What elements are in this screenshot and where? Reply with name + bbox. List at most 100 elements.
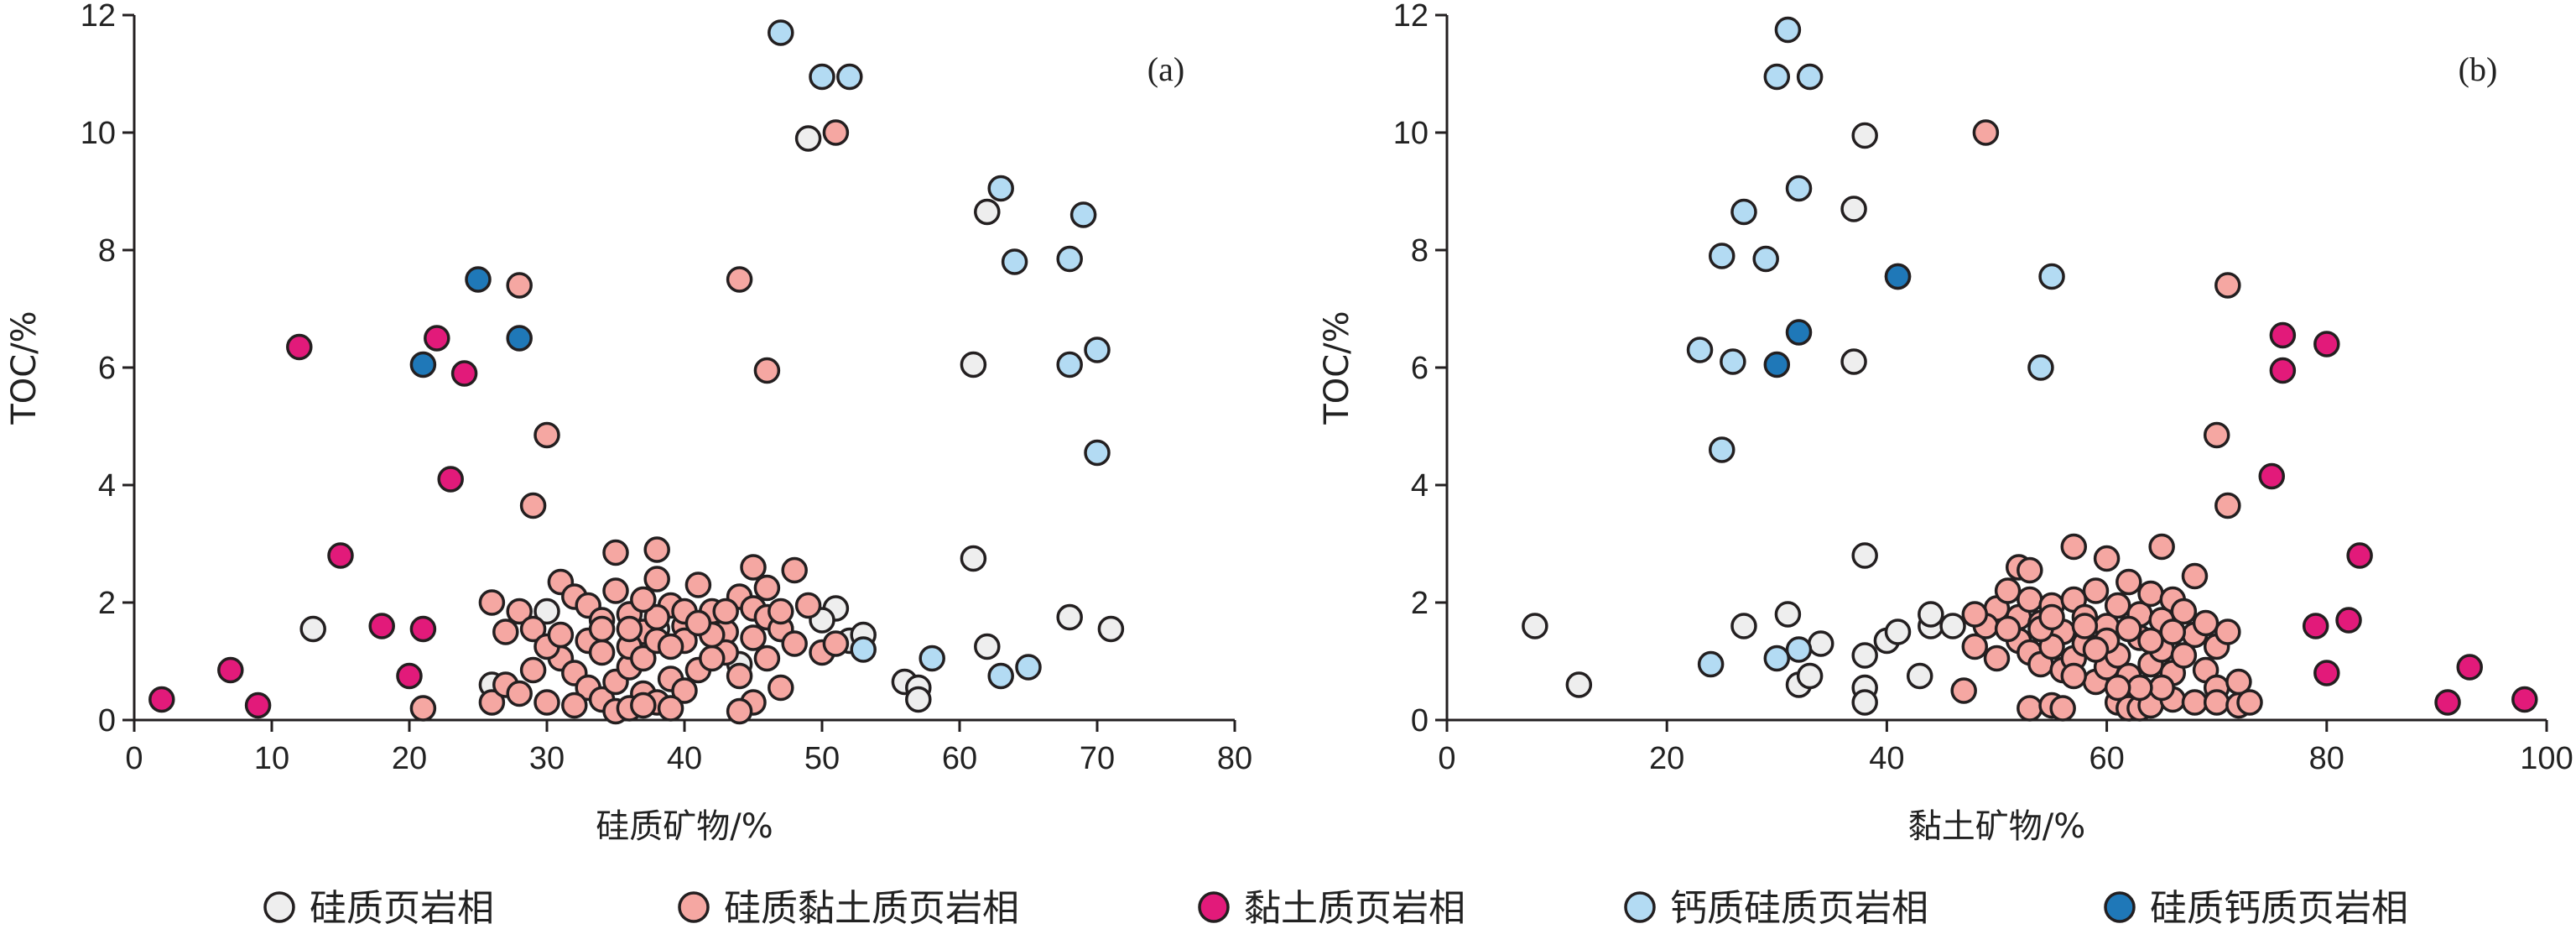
data-point: [768, 598, 794, 625]
panel-label: (a): [1147, 50, 1184, 88]
data-point: [465, 266, 492, 293]
data-point: [2126, 674, 2153, 702]
data-point: [753, 574, 781, 602]
data-point: [1785, 636, 1813, 663]
data-point: [822, 630, 850, 657]
data-point: [794, 592, 822, 619]
series-group: [1686, 16, 2065, 678]
data-point: [506, 272, 533, 299]
data-point: [768, 674, 794, 702]
x-tick-label: 50: [804, 741, 840, 776]
y-tick-label: 0: [98, 703, 116, 739]
data-point: [519, 615, 547, 643]
data-point: [327, 542, 354, 569]
data-point: [1906, 662, 1933, 690]
data-point: [2027, 354, 2054, 381]
data-point: [699, 645, 726, 672]
data-point: [1851, 122, 1878, 149]
x-tick-label: 80: [2309, 741, 2344, 776]
data-point: [2148, 674, 2175, 702]
data-point: [2159, 618, 2187, 645]
data-point: [2269, 357, 2297, 384]
data-point: [794, 125, 822, 152]
data-point: [2203, 689, 2230, 716]
data-point: [2082, 636, 2110, 663]
series-group: [409, 266, 533, 378]
data-point: [1752, 245, 1779, 273]
data-point: [2335, 607, 2362, 634]
x-tick-label: 60: [2089, 741, 2124, 776]
data-point: [561, 692, 588, 719]
data-point: [712, 598, 739, 625]
data-point: [2115, 568, 2142, 596]
data-point: [1097, 615, 1125, 643]
data-point: [836, 63, 863, 91]
x-tick-label: 30: [529, 741, 565, 776]
y-tick-label: 6: [98, 351, 116, 386]
data-point: [2214, 618, 2241, 645]
data-point: [1730, 198, 1757, 226]
data-point: [2104, 592, 2131, 619]
data-point: [506, 680, 533, 707]
data-point: [726, 697, 753, 725]
y-tick-label: 6: [1411, 351, 1429, 386]
data-point: [2049, 695, 2076, 722]
x-tick-label: 10: [254, 741, 289, 776]
data-point: [2082, 577, 2110, 604]
data-point: [2115, 615, 2142, 643]
y-tick-label: 0: [1411, 703, 1429, 739]
data-point: [850, 636, 877, 663]
data-point: [533, 598, 560, 625]
legend-label: 黏土质页岩相: [1244, 887, 1465, 929]
legend-marker: [678, 891, 710, 923]
data-point: [1972, 119, 2000, 146]
data-point: [1807, 630, 1834, 657]
data-point: [368, 613, 395, 639]
data-point: [588, 615, 616, 643]
series-group: [409, 119, 850, 725]
data-point: [1709, 436, 1736, 463]
data-point: [2017, 586, 2043, 613]
data-point: [299, 615, 326, 643]
data-point: [1565, 671, 1593, 698]
data-point: [2313, 660, 2340, 686]
x-tick-label: 80: [1217, 741, 1252, 776]
x-axis-label: 硅质矿物/%: [596, 807, 773, 846]
series-group: [148, 325, 478, 719]
data-point: [588, 639, 616, 666]
data-point: [148, 686, 175, 713]
data-point: [1697, 650, 1725, 678]
x-tick-label: 0: [1438, 741, 1455, 776]
data-point: [919, 645, 945, 672]
data-point: [1686, 337, 1714, 363]
data-point: [519, 492, 547, 519]
data-point: [740, 554, 767, 581]
data-point: [1709, 243, 1736, 269]
legend: 硅质页岩相 硅质黏土质页岩相 黏土质页岩相 钙质硅质页岩相 硅质钙质页岩相: [263, 887, 2408, 929]
data-point: [1884, 618, 1912, 645]
data-point: [657, 695, 684, 722]
data-point: [1785, 175, 1813, 202]
x-tick-label: 60: [942, 741, 977, 776]
data-point: [547, 621, 575, 649]
data-point: [1796, 662, 1824, 690]
data-point: [1774, 601, 1802, 628]
data-point: [492, 618, 519, 645]
data-point: [643, 566, 670, 592]
y-tick-label: 12: [1393, 0, 1429, 34]
data-point: [2302, 613, 2329, 639]
data-point: [2017, 556, 2043, 584]
data-point: [2269, 321, 2297, 349]
data-point: [2104, 674, 2131, 702]
data-point: [1851, 689, 1878, 716]
data-point: [1056, 603, 1083, 631]
data-point: [616, 615, 643, 643]
legend-marker: [263, 891, 295, 923]
x-tick-label: 70: [1080, 741, 1115, 776]
data-point: [960, 545, 987, 572]
series-group: [1522, 122, 1966, 716]
data-point: [974, 633, 1001, 660]
data-point: [1994, 577, 2022, 604]
data-point: [506, 325, 533, 352]
data-point: [478, 589, 506, 616]
